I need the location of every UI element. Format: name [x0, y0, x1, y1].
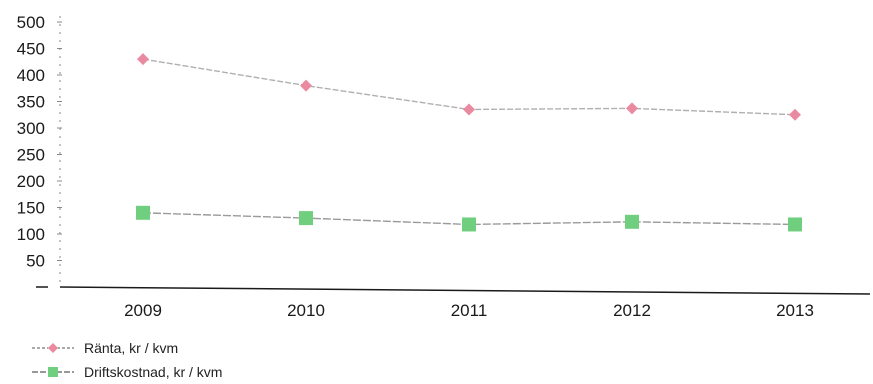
y-tick-label: 150 — [17, 199, 45, 218]
y-tick-label: 50 — [26, 252, 45, 271]
data-point-ranta — [463, 103, 475, 116]
x-axis: 2009 2010 2011 2012 2013 — [59, 286, 871, 320]
x-axis-line — [59, 286, 871, 295]
data-point-driftskostnad — [462, 217, 476, 232]
x-tick-label: 2012 — [613, 301, 651, 320]
y-axis: 50 100 150 200 250 300 350 400 450 500 — [17, 13, 62, 288]
legend-swatch-ranta — [32, 343, 74, 353]
legend-item-ranta: Ränta, kr / kvm — [30, 336, 222, 360]
data-point-driftskostnad — [299, 211, 313, 226]
y-tick-label: 450 — [17, 40, 45, 59]
x-tick-label: 2013 — [776, 301, 814, 320]
legend: Ränta, kr / kvm Driftskostnad, kr / kvm — [30, 336, 222, 384]
y-tick-label: 200 — [17, 172, 45, 191]
series-layer — [136, 53, 802, 232]
y-tick-label: 100 — [17, 225, 45, 244]
legend-item-driftskostnad: Driftskostnad, kr / kvm — [30, 360, 222, 384]
x-tick-label: 2011 — [451, 301, 488, 320]
y-tick-label: 350 — [17, 93, 45, 112]
data-point-driftskostnad — [788, 217, 802, 232]
data-point-ranta — [137, 53, 149, 66]
data-point-driftskostnad — [625, 214, 639, 229]
legend-label-ranta: Ränta, kr / kvm — [84, 340, 179, 356]
y-tick-label: 500 — [17, 13, 45, 32]
data-point-ranta — [300, 79, 312, 92]
y-tick-label: 250 — [17, 146, 45, 165]
y-tick-label: 300 — [17, 119, 45, 138]
x-tick-label: 2010 — [287, 301, 325, 320]
legend-label-driftskostnad: Driftskostnad, kr / kvm — [84, 364, 223, 380]
x-tick-label: 2009 — [124, 301, 162, 320]
y-tick-label: 400 — [17, 66, 45, 85]
legend-swatch-driftskostnad — [32, 367, 74, 377]
data-point-ranta — [626, 102, 638, 115]
data-point-driftskostnad — [136, 205, 150, 220]
data-point-ranta — [789, 108, 801, 121]
